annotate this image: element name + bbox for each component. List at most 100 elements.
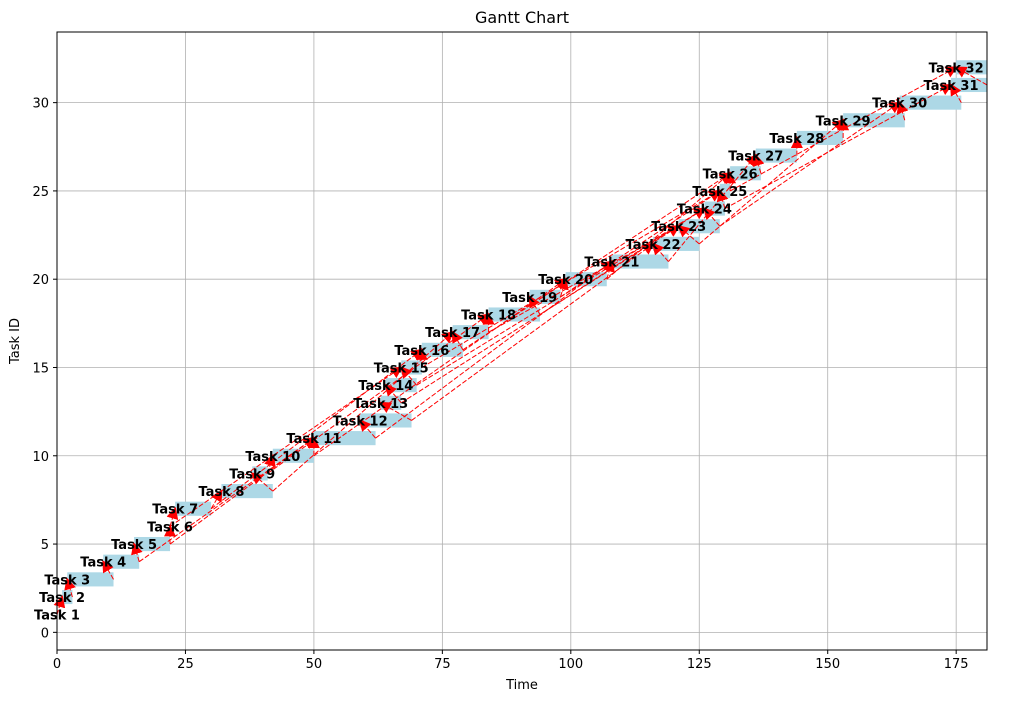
dependency-arrow — [166, 506, 179, 527]
task-label: Task 29 — [816, 114, 871, 129]
task-bar — [313, 431, 376, 446]
dependency-arrow — [703, 207, 721, 227]
task-label: Task 20 — [538, 273, 593, 288]
x-tick-label: 25 — [177, 657, 194, 672]
task-bar — [611, 254, 669, 269]
x-tick-label: 50 — [306, 657, 323, 672]
y-tick-label: 0 — [41, 626, 49, 641]
dependency-arrow — [462, 172, 732, 351]
dependency-arrow — [384, 383, 402, 404]
task-bar — [134, 536, 171, 552]
dependency-arrow — [210, 489, 223, 509]
task-bar — [421, 342, 463, 357]
task-label: Task 28 — [769, 132, 824, 147]
task-label: Task 31 — [924, 79, 979, 94]
y-tick-label: 20 — [32, 273, 49, 288]
x-tick-label: 100 — [558, 657, 583, 672]
task-label: Task 23 — [651, 220, 706, 235]
y-tick-label: 30 — [32, 97, 49, 112]
task-label: Task 4 — [80, 556, 126, 571]
task-bar — [796, 130, 844, 146]
dependency-arrow — [411, 242, 655, 421]
task-label: Task 7 — [152, 503, 198, 518]
task-label: Task 19 — [502, 291, 557, 306]
dependency-arrow — [560, 189, 722, 298]
task-bar — [272, 448, 314, 463]
task-label: Task 26 — [703, 167, 758, 182]
task-label: Task 16 — [394, 344, 449, 359]
axis-ticks: 0 25 50 75 100 125 150 175 0 5 10 15 20 25 30 — [32, 97, 968, 672]
x-tick-label: 150 — [815, 657, 840, 672]
task-label: Task 6 — [147, 520, 193, 535]
dependency-arrow — [421, 189, 722, 368]
x-tick-label: 125 — [687, 657, 712, 672]
plot-frame — [56, 31, 988, 651]
task-label: Task 22 — [626, 238, 681, 253]
y-tick-label: 15 — [32, 361, 49, 376]
task-label: Task 14 — [358, 379, 413, 394]
dependency-arrow — [138, 436, 316, 563]
task-label: Task 17 — [425, 326, 480, 341]
task-bar — [843, 113, 905, 128]
dependency-arrow — [210, 348, 424, 510]
dependency-arrow — [719, 101, 902, 227]
y-tick-label: 10 — [32, 450, 49, 465]
y-tick-label: 25 — [32, 185, 49, 200]
x-tick-label: 75 — [434, 657, 451, 672]
dependency-arrow — [399, 365, 418, 386]
dependency-arrow — [724, 84, 953, 210]
task-label: Task 5 — [111, 538, 157, 553]
task-label: Task 21 — [584, 256, 639, 271]
dependency-arrow — [729, 66, 958, 192]
task-label: Task 30 — [872, 97, 927, 112]
dependency-arrow — [677, 224, 700, 245]
x-tick-label: 175 — [944, 657, 969, 672]
x-tick-label: 0 — [53, 657, 61, 672]
dependency-arrow — [169, 436, 316, 545]
task-label: Task 2 — [39, 591, 85, 606]
dependency-arrow — [102, 559, 114, 580]
task-label: Task 27 — [728, 150, 783, 165]
dependency-arrow — [668, 154, 758, 262]
task-label: Task 24 — [677, 203, 732, 218]
task-bar — [67, 572, 114, 587]
dependency-arrow — [169, 366, 403, 527]
task-bar — [653, 236, 700, 251]
task-label: Task 10 — [245, 450, 300, 465]
dependency-arrow — [358, 418, 376, 439]
task-bar — [175, 501, 212, 516]
task-label: Task 15 — [374, 361, 429, 376]
grid-lines — [56, 32, 987, 650]
task-label: Task 12 — [333, 414, 388, 429]
dependency-arrow — [451, 330, 464, 351]
dependency-arrow — [528, 295, 541, 315]
dependency-arrow — [651, 242, 669, 262]
task-bar — [899, 95, 962, 110]
y-tick-label: 5 — [41, 538, 49, 553]
dependency-arrow — [313, 278, 568, 457]
task-label: Task 13 — [353, 397, 408, 412]
y-axis-title: Task ID — [8, 318, 23, 365]
x-axis-title: Time — [505, 678, 538, 693]
task-bar — [755, 148, 797, 163]
task-label: Task 3 — [44, 573, 90, 588]
dependency-arrow — [53, 595, 66, 615]
dependency-arrow — [250, 472, 274, 492]
task-label: Task 18 — [461, 309, 516, 324]
chart-title: Gantt Chart — [475, 8, 569, 27]
task-label: Task 9 — [229, 467, 275, 482]
task-label: Task 32 — [929, 61, 984, 76]
dependency-arrow — [375, 260, 614, 439]
task-label: Task 11 — [286, 432, 341, 447]
task-bar — [360, 413, 412, 428]
task-label: Task 25 — [692, 185, 747, 200]
dependency-arrow — [64, 577, 76, 598]
dependency-arrow — [131, 542, 143, 562]
dependency-arrow — [488, 225, 681, 333]
dependency-arrow — [954, 66, 988, 86]
task-bar — [62, 589, 73, 605]
task-label: Task 8 — [198, 485, 244, 500]
dependency-arrows — [53, 66, 988, 615]
